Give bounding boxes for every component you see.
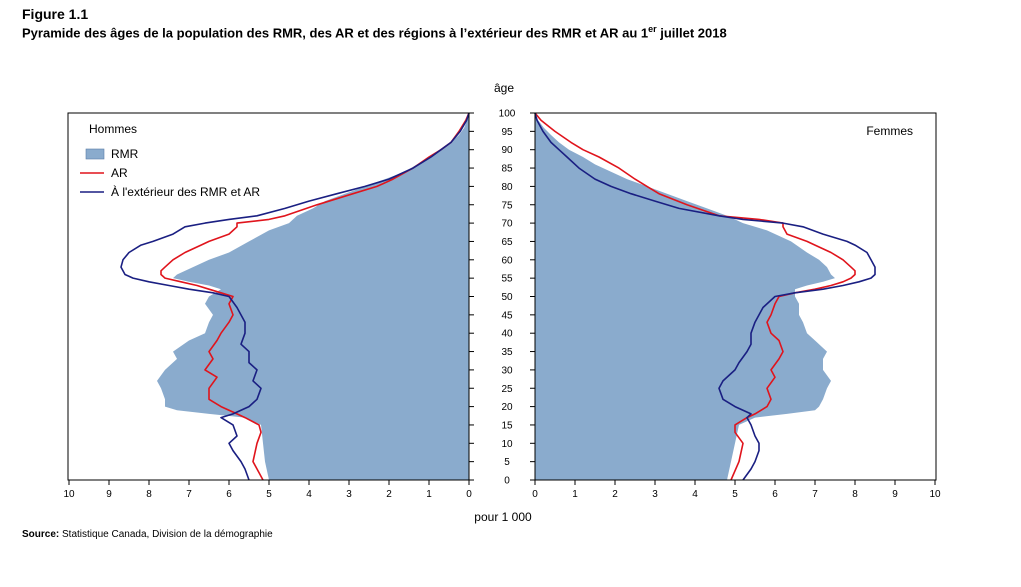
panel-hommes: 0 1 2 3 4 5 6 7 8 9 10 Hommes	[63, 112, 472, 500]
ar-line-left	[160, 112, 470, 481]
outside-line-right	[534, 112, 876, 481]
age-tick-label-90: 90	[501, 145, 513, 156]
x-tick-label-right-2: 2	[612, 489, 618, 500]
age-tick-label-10: 10	[501, 439, 513, 450]
age-tick-label-25: 25	[501, 384, 513, 395]
age-axis-label: âge	[494, 81, 514, 95]
panel-name-femmes: Femmes	[866, 124, 913, 138]
figure-title: Pyramide des âges de la population des R…	[22, 24, 727, 40]
age-tick-label-60: 60	[501, 255, 513, 266]
x-tick-label-right-4: 4	[692, 489, 698, 500]
rmr-area-left	[157, 113, 469, 480]
x-tick-label-left-7: 7	[186, 489, 192, 500]
age-tick-label-20: 20	[501, 402, 513, 413]
x-tick-label-left-8: 8	[146, 489, 152, 500]
panel-femmes: 0 1 2 3 4 5 6 7 8 9 10 Femmes	[532, 112, 941, 500]
age-tick-label-35: 35	[501, 347, 513, 358]
age-tick-label-50: 50	[501, 292, 513, 303]
age-tick-label-65: 65	[501, 237, 513, 248]
age-tick-label-15: 15	[501, 420, 513, 431]
x-tick-label-right-9: 9	[892, 489, 898, 500]
age-axis: 0 5 10 15 20 25 30 35 40 45 50 55 60 65 70 75 80 85 90 95 10…	[469, 109, 535, 487]
x-tick-label-left-4: 4	[306, 489, 312, 500]
outside-line-left	[120, 112, 470, 481]
age-tick-label-80: 80	[501, 182, 513, 193]
x-tick-label-left-6: 6	[226, 489, 232, 500]
x-tick-label-right-10: 10	[929, 489, 941, 500]
age-tick-label-95: 95	[501, 127, 513, 138]
x-tick-label-left-5: 5	[266, 489, 272, 500]
legend-label-rmr: RMR	[111, 147, 139, 161]
age-tick-label-30: 30	[501, 365, 513, 376]
legend-label-ar: AR	[111, 166, 128, 180]
rmr-area-right	[535, 113, 835, 480]
title-superscript: er	[648, 24, 657, 34]
title-main: Pyramide des âges de la population des R…	[22, 25, 649, 41]
age-tick-label-45: 45	[501, 310, 513, 321]
x-tick-label-right-7: 7	[812, 489, 818, 500]
x-tick-label-left-0: 0	[466, 489, 472, 500]
x-tick-label-right-1: 1	[572, 489, 578, 500]
legend: RMR AR À l'extérieur des RMR et AR	[80, 147, 260, 199]
age-tick-label-5: 5	[504, 457, 510, 468]
x-tick-label-right-3: 3	[652, 489, 658, 500]
age-tick-label-40: 40	[501, 329, 513, 340]
age-tick-label-85: 85	[501, 164, 513, 175]
figure-label: Figure 1.1	[22, 6, 89, 22]
x-tick-label-right-0: 0	[532, 489, 538, 500]
x-tick-label-left-9: 9	[106, 489, 112, 500]
age-tick-label-0: 0	[504, 476, 510, 487]
age-tick-label-100: 100	[499, 109, 516, 120]
age-tick-label-75: 75	[501, 200, 513, 211]
age-tick-label-55: 55	[501, 274, 513, 285]
x-tick-label-right-8: 8	[852, 489, 858, 500]
source-text: Statistique Canada, Division de la démog…	[59, 529, 273, 540]
x-axis-label: pour 1 000	[474, 510, 532, 524]
x-tick-label-right-6: 6	[772, 489, 778, 500]
x-tick-label-left-2: 2	[386, 489, 392, 500]
legend-swatch-rmr	[85, 148, 105, 160]
age-tick-label-70: 70	[501, 219, 513, 230]
source-note: Source: Statistique Canada, Division de …	[22, 529, 273, 540]
ar-line-right	[534, 112, 856, 481]
panel-name-hommes: Hommes	[89, 122, 137, 136]
legend-label-outside: À l'extérieur des RMR et AR	[111, 184, 260, 199]
x-tick-label-left-10: 10	[63, 489, 75, 500]
x-tick-label-left-3: 3	[346, 489, 352, 500]
x-tick-label-left-1: 1	[426, 489, 432, 500]
x-tick-label-right-5: 5	[732, 489, 738, 500]
title-end: juillet 2018	[656, 25, 727, 41]
source-label: Source:	[22, 529, 60, 540]
